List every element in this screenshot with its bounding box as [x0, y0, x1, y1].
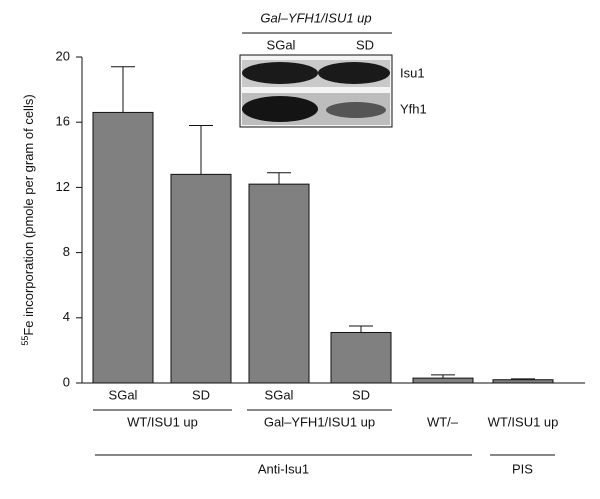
blot-band: [318, 62, 390, 84]
group-label: WT/–: [427, 414, 459, 429]
error-bar: [111, 66, 135, 113]
blot-band: [242, 62, 318, 84]
inset-band-label: Isu1: [400, 65, 425, 80]
bar: [248, 183, 310, 384]
blot-band: [326, 102, 386, 118]
group-label: Gal–YFH1/ISU1 up: [264, 414, 375, 429]
x-tick-label: SD: [352, 387, 370, 402]
error-bar: [349, 325, 373, 333]
inset-lane: SGal: [267, 37, 296, 52]
error-bar: [511, 378, 535, 380]
y-tick-label: 4: [63, 309, 70, 324]
group-label: WT/ISU1 up: [127, 414, 198, 429]
x-tick-label: SGal: [265, 387, 294, 402]
bar: [492, 379, 554, 384]
inset-title: Gal–YFH1/ISU1 up: [260, 10, 371, 25]
y-label-sup: 55: [20, 336, 30, 346]
bar: [412, 377, 474, 384]
y-tick-label: 8: [63, 244, 70, 259]
inset-blot: Gal–YFH1/ISU1 up SGal SD Isu1 Yfh1: [239, 10, 427, 128]
error-bar: [189, 124, 213, 175]
supergroup-label: PIS: [512, 461, 533, 476]
error-bar: [267, 172, 291, 185]
bar: [330, 331, 392, 384]
group-label: WT/ISU1 up: [488, 414, 559, 429]
bar: [92, 111, 154, 384]
supergroup-label: Anti-Isu1: [258, 461, 309, 476]
y-label-text: Fe incorporation (pmole per gram of cell…: [21, 94, 36, 335]
inset-band-label: Yfh1: [400, 101, 427, 116]
blot-band: [242, 96, 318, 122]
bar: [170, 173, 232, 384]
error-bar: [431, 374, 455, 379]
y-tick-label: 0: [63, 374, 70, 389]
y-axis-label: 55Fe incorporation (pmole per gram of ce…: [20, 94, 36, 345]
x-tick-label: SD: [192, 387, 210, 402]
inset-lane: SD: [356, 37, 374, 52]
y-tick-label: 12: [56, 179, 70, 194]
y-tick-label: 16: [56, 114, 70, 129]
y-tick-label: 20: [56, 48, 70, 63]
x-tick-label: SGal: [109, 387, 138, 402]
